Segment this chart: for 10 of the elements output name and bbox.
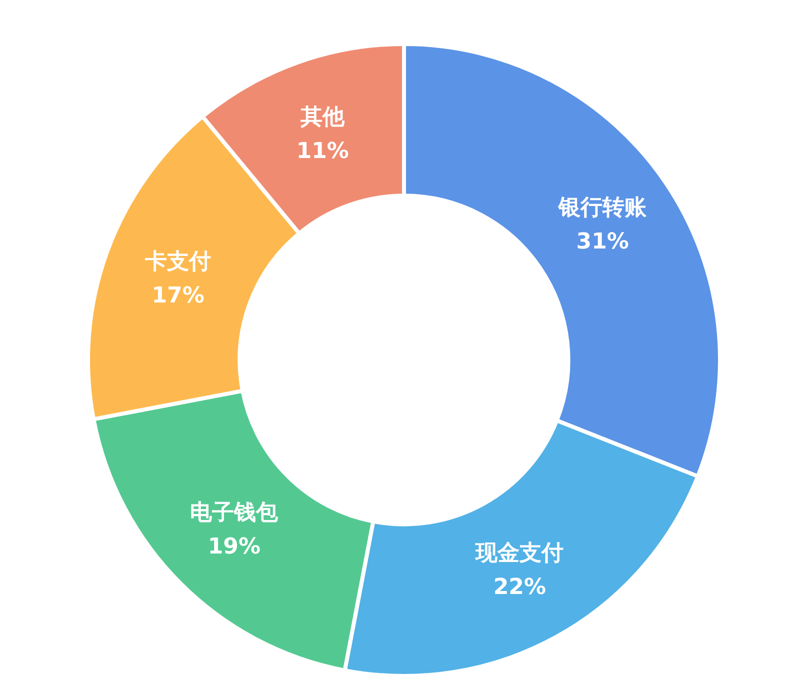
- data-label: 17%: [152, 283, 204, 308]
- slice-label: 银行转账: [558, 196, 648, 221]
- data-label: 22%: [493, 575, 546, 600]
- slice-label: 电子钱包: [190, 500, 280, 526]
- data-label: 19%: [208, 534, 261, 560]
- slice-label: 卡支付: [144, 249, 212, 274]
- slice-label: 其他: [300, 104, 346, 130]
- data-label: 31%: [576, 230, 629, 255]
- slice-label: 现金支付: [474, 541, 564, 566]
- data-label: 11%: [296, 138, 349, 164]
